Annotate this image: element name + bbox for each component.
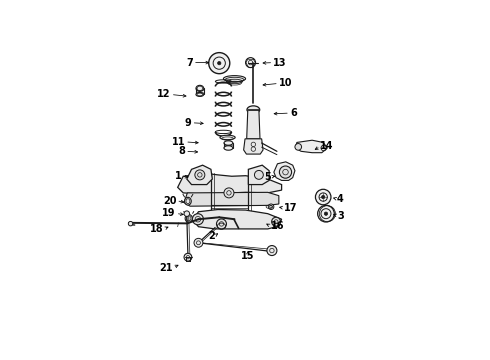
Circle shape <box>217 219 226 229</box>
Text: 7: 7 <box>186 58 193 68</box>
Text: 6: 6 <box>290 108 296 118</box>
Text: 16: 16 <box>270 221 284 231</box>
Text: 13: 13 <box>273 58 287 68</box>
Circle shape <box>184 211 190 216</box>
Text: 18: 18 <box>150 224 164 234</box>
Text: 9: 9 <box>185 118 192 128</box>
Text: 5: 5 <box>264 172 270 182</box>
Text: 1: 1 <box>174 171 181 181</box>
Circle shape <box>245 58 256 68</box>
Polygon shape <box>193 210 282 229</box>
Ellipse shape <box>185 215 193 222</box>
Circle shape <box>318 205 334 222</box>
Circle shape <box>254 170 263 179</box>
Circle shape <box>195 170 205 180</box>
Text: 21: 21 <box>159 263 173 273</box>
Circle shape <box>324 212 328 215</box>
Text: 15: 15 <box>241 251 254 261</box>
Circle shape <box>271 217 280 226</box>
Polygon shape <box>178 174 282 194</box>
Ellipse shape <box>196 93 204 96</box>
Ellipse shape <box>196 85 204 91</box>
Ellipse shape <box>220 135 235 140</box>
Polygon shape <box>295 140 327 153</box>
Text: 11: 11 <box>172 137 185 147</box>
Text: 2: 2 <box>208 231 215 241</box>
Text: 10: 10 <box>279 78 293 89</box>
Circle shape <box>321 195 325 199</box>
Circle shape <box>193 214 203 225</box>
Circle shape <box>295 144 301 150</box>
Circle shape <box>279 166 292 178</box>
Polygon shape <box>274 162 295 180</box>
Ellipse shape <box>223 76 245 82</box>
Circle shape <box>209 53 230 74</box>
Circle shape <box>224 188 234 198</box>
Circle shape <box>194 238 203 247</box>
Polygon shape <box>248 165 269 185</box>
Text: 3: 3 <box>337 211 344 221</box>
Text: 4: 4 <box>337 194 344 204</box>
Polygon shape <box>244 139 263 154</box>
Ellipse shape <box>247 106 260 114</box>
Polygon shape <box>184 192 279 206</box>
Circle shape <box>218 62 221 65</box>
Circle shape <box>267 246 277 256</box>
Circle shape <box>184 253 192 261</box>
Polygon shape <box>187 165 212 185</box>
Text: 14: 14 <box>320 141 334 151</box>
Text: 8: 8 <box>178 146 185 156</box>
Ellipse shape <box>224 146 233 150</box>
Ellipse shape <box>185 197 191 205</box>
Polygon shape <box>246 110 260 139</box>
Text: 17: 17 <box>284 203 297 213</box>
Text: 12: 12 <box>157 90 171 99</box>
Text: 19: 19 <box>162 208 176 219</box>
Circle shape <box>269 204 274 210</box>
Ellipse shape <box>224 141 233 145</box>
Circle shape <box>128 221 133 226</box>
Text: 20: 20 <box>163 195 176 206</box>
Circle shape <box>316 189 331 205</box>
